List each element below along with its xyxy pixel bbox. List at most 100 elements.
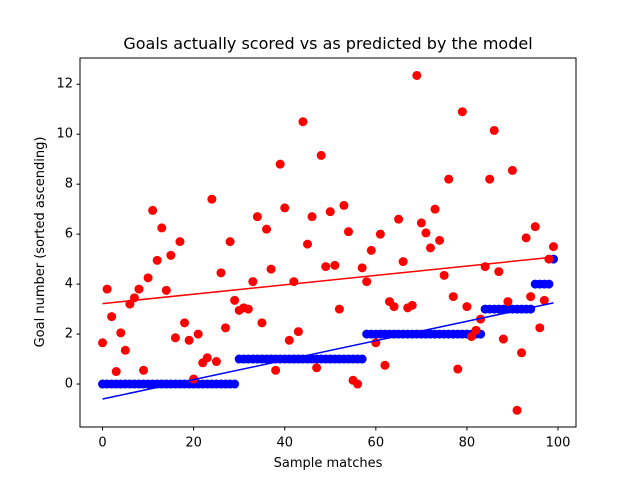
x-tick-label: 40 (276, 436, 293, 451)
point (466, 332, 476, 342)
x-axis-label: Sample matches (274, 456, 383, 471)
point (111, 367, 121, 377)
point (161, 285, 171, 295)
point (544, 254, 554, 264)
point (380, 360, 390, 370)
point (252, 212, 262, 222)
point (453, 364, 463, 374)
point (421, 228, 431, 238)
point (526, 292, 536, 302)
point (548, 242, 558, 252)
point (398, 257, 408, 267)
point (512, 405, 522, 415)
point (266, 264, 276, 274)
point (243, 304, 253, 314)
point (444, 174, 454, 184)
y-tick-label: 12 (56, 77, 73, 92)
point (507, 165, 517, 175)
point (134, 284, 144, 294)
point (321, 262, 331, 272)
point (211, 357, 221, 367)
point (230, 379, 240, 389)
point (416, 218, 426, 228)
point (471, 325, 481, 335)
point (330, 260, 340, 270)
point (334, 304, 344, 314)
point (339, 200, 349, 210)
fit-line (102, 302, 554, 400)
point (98, 338, 108, 348)
x-tick-label: 0 (98, 436, 106, 451)
point (166, 250, 176, 260)
point (152, 255, 162, 265)
point (184, 335, 194, 345)
point (343, 227, 353, 237)
point (193, 329, 203, 339)
point (120, 345, 130, 355)
y-tick-label: 8 (65, 177, 73, 192)
point (180, 318, 190, 328)
point (221, 323, 231, 333)
point (262, 224, 272, 234)
plot-frame (79, 57, 577, 428)
point (170, 333, 180, 343)
point (280, 203, 290, 213)
point (325, 207, 335, 217)
fit-line (102, 256, 554, 305)
x-tick-label: 60 (368, 436, 385, 451)
point (307, 212, 317, 222)
point (284, 335, 294, 345)
point (407, 300, 417, 310)
y-tick-label: 10 (56, 127, 73, 142)
point (544, 279, 554, 289)
point (485, 174, 495, 184)
point (207, 194, 217, 204)
point (316, 150, 326, 160)
point (448, 292, 458, 302)
point (216, 268, 226, 278)
x-tick-label: 100 (546, 436, 571, 451)
point (139, 365, 149, 375)
point (462, 302, 472, 312)
point (389, 302, 399, 312)
point (225, 237, 235, 247)
point (412, 70, 422, 80)
x-tick-label: 80 (459, 436, 476, 451)
point (530, 222, 540, 232)
point (202, 353, 212, 363)
point (175, 237, 185, 247)
point (366, 245, 376, 255)
x-tick-label: 20 (185, 436, 202, 451)
point (248, 277, 258, 287)
point (107, 312, 117, 322)
point (275, 159, 285, 169)
y-tick-label: 0 (65, 377, 73, 392)
point (157, 223, 167, 233)
point (539, 295, 549, 305)
point (494, 267, 504, 277)
point (353, 379, 363, 389)
point (435, 235, 445, 245)
point (425, 243, 435, 253)
point (148, 205, 158, 215)
y-tick-label: 4 (65, 277, 73, 292)
y-axis-label: Goal number (sorted ascending) (33, 137, 48, 348)
point (230, 295, 240, 305)
point (498, 334, 508, 344)
y-tick-label: 2 (65, 327, 73, 342)
point (357, 354, 367, 364)
point (430, 204, 440, 214)
point (362, 277, 372, 287)
point (116, 328, 126, 338)
point (357, 263, 367, 273)
point (303, 239, 313, 249)
point (517, 348, 527, 358)
point (439, 270, 449, 280)
point (298, 117, 308, 127)
point (394, 214, 404, 224)
point (521, 233, 531, 243)
point (293, 327, 303, 337)
point (535, 323, 545, 333)
point (503, 297, 513, 307)
